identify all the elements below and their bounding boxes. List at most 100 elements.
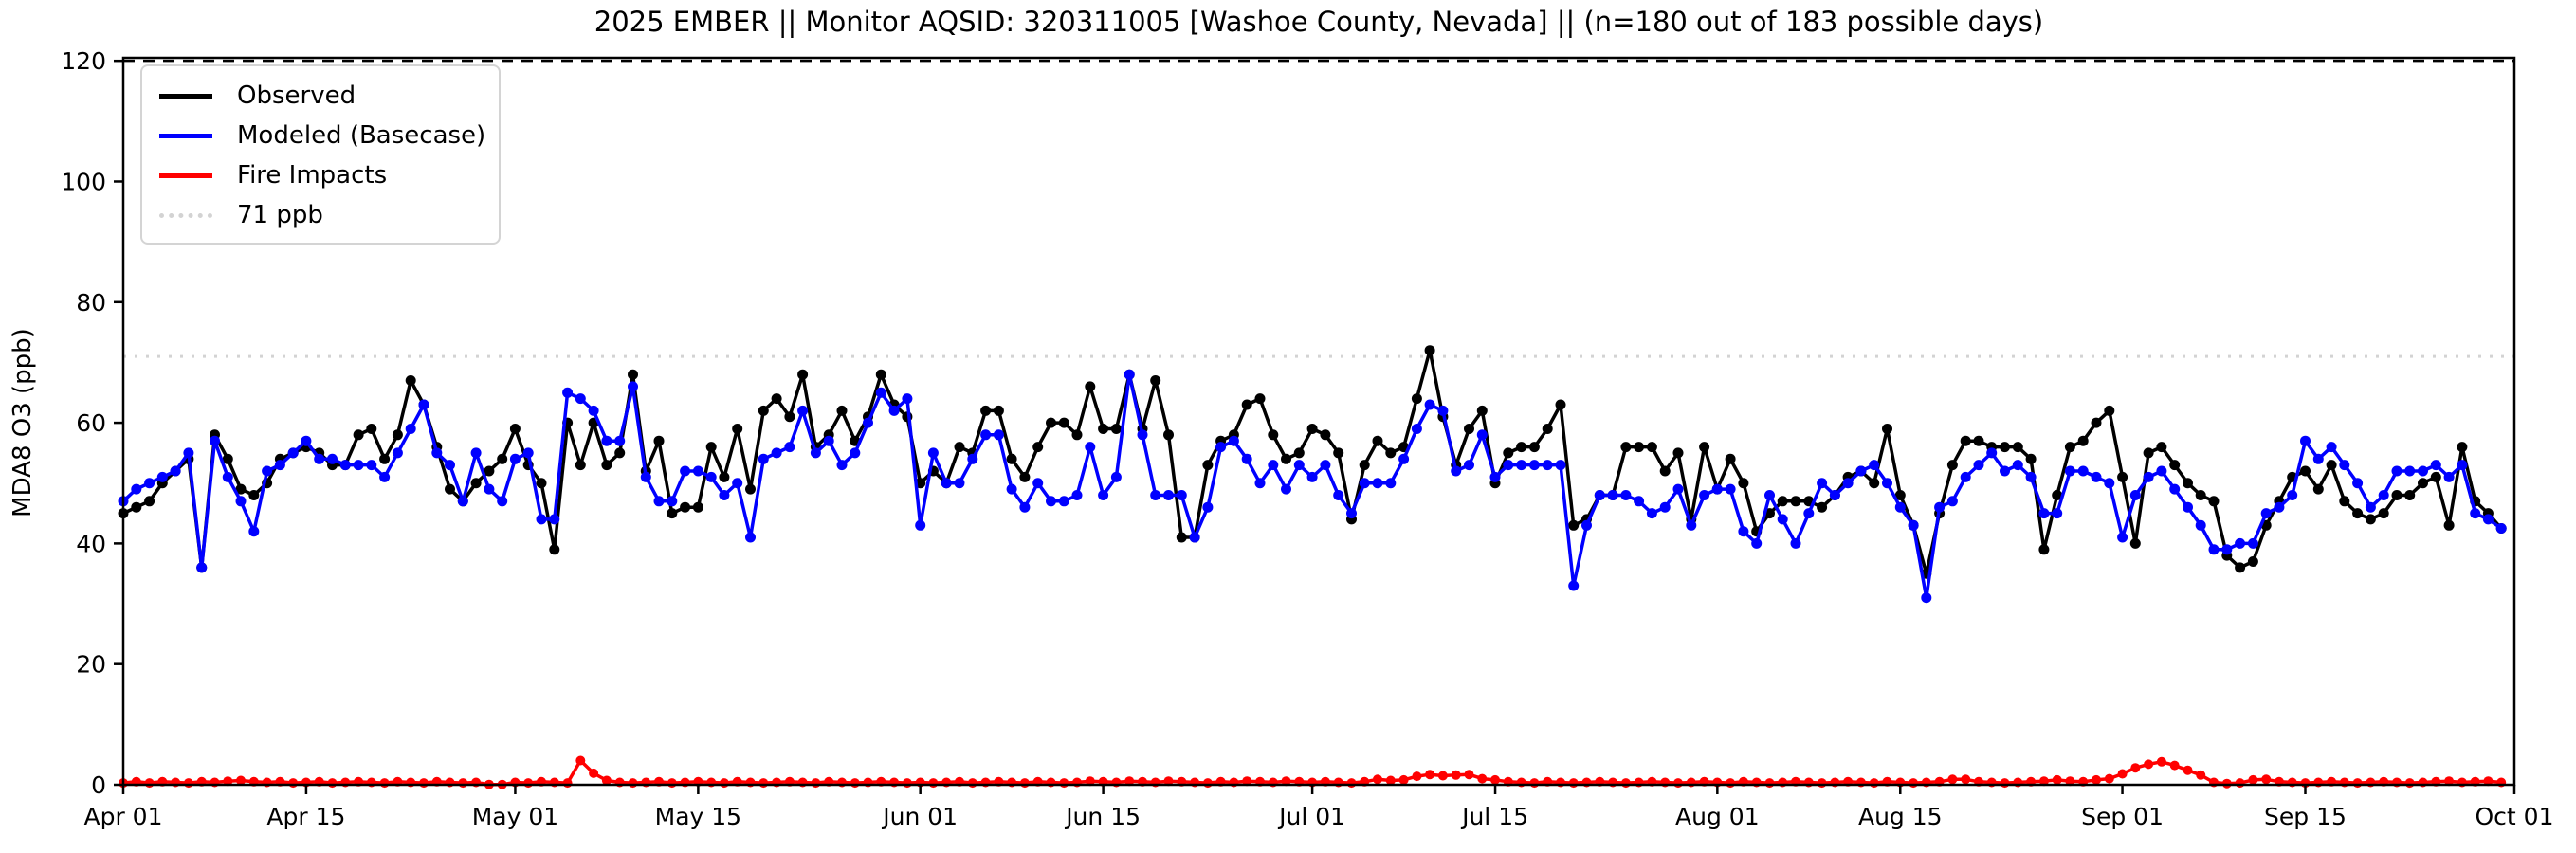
observed-marker — [2129, 537, 2141, 549]
fire-marker — [1281, 776, 1291, 787]
modeled-marker — [1711, 483, 1723, 495]
modeled-marker — [1607, 490, 1618, 500]
modeled-marker — [902, 393, 913, 405]
observed-marker — [144, 496, 155, 507]
observed-marker — [1098, 424, 1109, 434]
modeled-marker — [1869, 460, 1880, 471]
fire-marker — [811, 778, 821, 789]
observed-marker — [1176, 532, 1187, 543]
fire-marker — [2221, 778, 2232, 789]
observed-marker — [405, 375, 416, 386]
modeled-marker — [2064, 465, 2075, 477]
observed-marker — [1503, 447, 1514, 459]
fire-marker — [2352, 778, 2363, 789]
fire-marker — [1059, 778, 1069, 789]
x-tick-label: Aug 15 — [1858, 803, 1943, 830]
modeled-marker — [1777, 514, 1788, 525]
x-tick-label: May 01 — [472, 803, 558, 830]
modeled-marker — [1137, 429, 1148, 441]
modeled-marker — [327, 453, 338, 464]
observed-marker — [1882, 424, 1892, 434]
fire-marker — [183, 778, 193, 789]
modeled-marker — [2274, 501, 2285, 513]
observed-marker — [797, 369, 809, 380]
observed-marker — [1725, 453, 1736, 464]
modeled-marker — [1946, 496, 1958, 507]
modeled-marker — [980, 429, 992, 441]
observed-marker — [1320, 429, 1331, 441]
modeled-marker — [1764, 490, 1775, 500]
modeled-marker — [941, 478, 952, 489]
fire-marker — [1620, 778, 1631, 789]
fire-marker — [1124, 776, 1135, 787]
modeled-marker — [692, 465, 703, 477]
observed-marker — [1646, 442, 1657, 453]
modeled-marker — [2470, 508, 2481, 519]
modeled-marker — [274, 460, 285, 471]
modeled-marker — [131, 483, 142, 495]
fire-line-sample — [159, 172, 212, 178]
modeled-marker — [1699, 490, 1710, 500]
modeled-marker — [1686, 519, 1697, 531]
y-tick-label: 40 — [76, 530, 106, 557]
observed-marker — [1790, 496, 1801, 507]
modeled-marker — [927, 447, 939, 459]
fire-marker — [288, 778, 299, 789]
fire-marker — [419, 778, 429, 789]
modeled-marker — [1634, 496, 1645, 507]
fire-marker — [1451, 770, 1461, 780]
observed-marker — [1019, 471, 1031, 482]
modeled-marker — [1254, 478, 1266, 489]
modeled-marker — [2482, 514, 2494, 525]
modeled-marker — [1215, 442, 1227, 453]
modeled-marker — [562, 387, 574, 398]
modeled-marker — [210, 435, 220, 446]
observed-marker — [1568, 519, 1580, 531]
modeled-marker — [680, 465, 691, 477]
modeled-marker — [1908, 519, 1919, 531]
legend-item-fire: Fire Impacts — [142, 155, 499, 195]
modeled-marker — [2300, 435, 2311, 446]
fire-marker — [575, 755, 586, 766]
modeled-marker — [1046, 496, 1056, 507]
modeled-marker — [1424, 399, 1435, 410]
fire-marker — [1373, 774, 1382, 785]
observed-marker — [1869, 478, 1880, 489]
fire-marker — [1568, 778, 1579, 789]
fire-marker — [2261, 774, 2272, 785]
observed-marker — [1150, 375, 1161, 386]
axes-spines — [121, 56, 2516, 787]
modeled-marker — [1293, 460, 1305, 471]
observed-marker — [2457, 442, 2468, 453]
observed-marker — [993, 405, 1004, 416]
modeled-marker — [2143, 471, 2154, 482]
modeled-marker — [156, 471, 168, 482]
legend-label-observed: Observed — [237, 82, 356, 110]
observed-marker — [1542, 424, 1553, 434]
modeled-marker — [1372, 478, 1383, 489]
x-tick-label: Jul 15 — [1460, 803, 1528, 830]
observed-marker — [1672, 447, 1684, 459]
observed-marker — [509, 424, 521, 434]
observed-marker — [536, 478, 547, 489]
modeled-marker — [758, 453, 769, 464]
modeled-marker — [993, 429, 1004, 441]
modeled-marker — [915, 519, 926, 531]
modeled-marker — [1594, 490, 1605, 500]
observed-marker — [1359, 460, 1370, 471]
fire-marker — [1477, 773, 1488, 784]
observed-marker — [2195, 490, 2206, 500]
x-tick-label: Apr 01 — [83, 803, 162, 830]
x-tick-label: Oct 01 — [2476, 803, 2554, 830]
observed-marker — [680, 501, 691, 513]
modeled-marker — [2365, 501, 2376, 513]
observed-marker — [470, 478, 482, 489]
modeled-marker — [2352, 478, 2364, 489]
observed-marker — [2012, 442, 2023, 453]
observed-marker — [497, 453, 508, 464]
modeled-marker — [2091, 471, 2102, 482]
observed-marker — [1894, 490, 1906, 500]
fire-marker — [1726, 778, 1736, 789]
modeled-marker — [1528, 460, 1540, 471]
modeled-marker — [1202, 501, 1214, 513]
